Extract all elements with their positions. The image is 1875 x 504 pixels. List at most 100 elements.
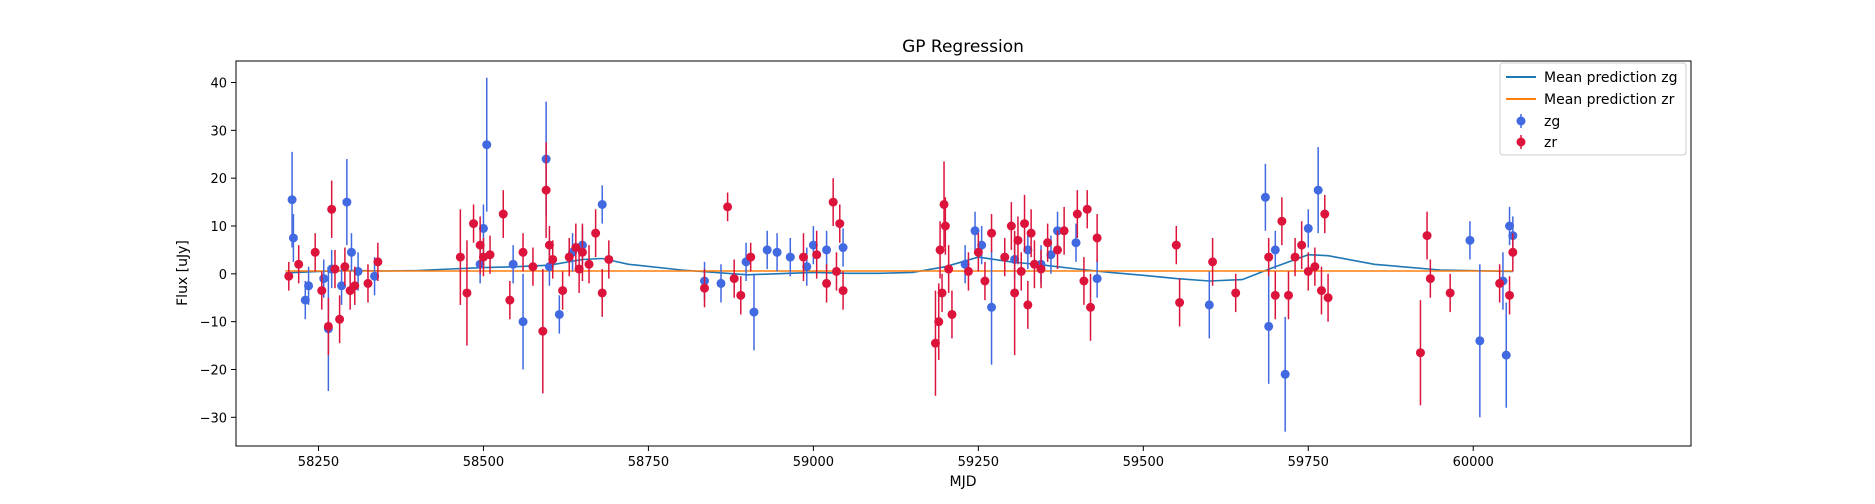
zr-data-point [1092, 233, 1102, 243]
x-tick-label: 59000 [793, 455, 834, 470]
zg-data-point [749, 307, 759, 317]
zr-data-point [980, 276, 990, 286]
zr-data-point [284, 271, 294, 281]
chart-title: GP Regression [902, 37, 1024, 57]
zr-data-point [1006, 221, 1016, 231]
zg-data-point [346, 247, 356, 257]
zr-data-point [335, 314, 345, 324]
zr-data-point [1029, 259, 1039, 269]
legend-frame [1499, 62, 1687, 156]
zr-data-point [700, 283, 710, 293]
zr-data-point [937, 288, 947, 298]
zg-data-point [319, 274, 329, 284]
legend-label-line-zr: Mean prediction zr [1544, 92, 1675, 108]
zg-data-point [482, 140, 492, 150]
zr-data-point [1010, 288, 1020, 298]
y-tick-label: 10 [210, 220, 227, 235]
zr-data-point [571, 243, 581, 253]
y-tick-label: −30 [200, 411, 227, 426]
zr-data-point [330, 264, 340, 274]
legend-zg-marker [1516, 116, 1526, 126]
x-axis-label: MJD [950, 474, 977, 490]
zr-data-point [310, 247, 320, 257]
zr-data-point [723, 202, 733, 212]
zr-data-point [1303, 266, 1313, 276]
zg-data-point [544, 262, 554, 272]
legend-label-points-zr: zr [1544, 135, 1557, 151]
zr-data-point [973, 247, 983, 257]
y-axis-label: Flux [uJy] [175, 240, 191, 306]
zr-data-point [548, 254, 558, 264]
zr-data-point [1495, 278, 1505, 288]
zg-data-point [1465, 235, 1475, 245]
zg-data-point [1280, 369, 1290, 379]
zg-data-point [822, 245, 832, 255]
zr-data-point [1208, 257, 1218, 267]
zr-data-point [323, 321, 333, 331]
plot-data-group [284, 77, 1518, 432]
zr-data-point [1505, 290, 1515, 300]
zr-data-point [831, 266, 841, 276]
y-tick-label: 20 [210, 172, 227, 187]
zg-data-point [1264, 321, 1274, 331]
zg-data-point [1505, 221, 1515, 231]
zr-data-point [1323, 293, 1333, 303]
x-tick-label: 59250 [958, 455, 999, 470]
zg-data-point [977, 240, 987, 250]
zr-data-point [373, 257, 383, 267]
zg-data-point [1260, 192, 1270, 202]
zr-data-point [1422, 231, 1432, 241]
zg-data-point [808, 240, 818, 250]
legend-label-points-zg: zg [1544, 114, 1560, 130]
zg-data-point [1046, 250, 1056, 260]
zr-data-point [934, 317, 944, 327]
zr-data-point [597, 288, 607, 298]
zr-data-point [1053, 245, 1063, 255]
zr-data-point [1425, 274, 1435, 284]
zr-data-point [564, 252, 574, 262]
zg-data-point [1092, 274, 1102, 284]
zr-data-point [930, 338, 940, 348]
zr-data-point [1079, 276, 1089, 286]
zg-data-point [970, 226, 980, 236]
zg-data-point [288, 233, 298, 243]
zg-data-point [508, 259, 518, 269]
zr-data-point [1175, 298, 1185, 308]
zr-data-point [940, 221, 950, 231]
plot-frame [235, 60, 1692, 447]
zg-data-point [1303, 223, 1313, 233]
legend: Mean prediction zg Mean prediction zr zg… [1499, 62, 1687, 156]
zr-data-point [1082, 204, 1092, 214]
x-tick-label: 60000 [1453, 455, 1494, 470]
zr-data-point [835, 219, 845, 229]
zr-data-point [1310, 262, 1320, 272]
zr-data-point [987, 228, 997, 238]
zr-data-point [1026, 228, 1036, 238]
zr-data-point [1171, 240, 1181, 250]
x-tick-label: 59750 [1288, 455, 1329, 470]
x-tick-label: 58500 [463, 455, 504, 470]
zr-data-point [798, 252, 808, 262]
zg-data-point [1475, 336, 1485, 346]
zr-data-point [505, 295, 515, 305]
zr-data-point [469, 219, 479, 229]
y-tick-label: −20 [200, 363, 227, 378]
zr-data-point [939, 199, 949, 209]
zg-data-point [1071, 238, 1081, 248]
zr-data-point [822, 278, 832, 288]
zr-data-point [294, 259, 304, 269]
x-tick-label: 58250 [298, 455, 339, 470]
zr-data-point [1023, 300, 1033, 310]
zr-data-point [1320, 209, 1330, 219]
zr-data-point [1013, 235, 1023, 245]
x-tick-label: 58750 [628, 455, 669, 470]
legend-zr-marker [1516, 137, 1526, 147]
zr-data-point [1290, 252, 1300, 262]
zg-data-point [342, 197, 352, 207]
zr-data-point [1059, 226, 1069, 236]
zg-data-point [802, 262, 812, 272]
zr-data-point [498, 209, 508, 219]
zg-data-point [353, 266, 363, 276]
zg-data-point [762, 245, 772, 255]
